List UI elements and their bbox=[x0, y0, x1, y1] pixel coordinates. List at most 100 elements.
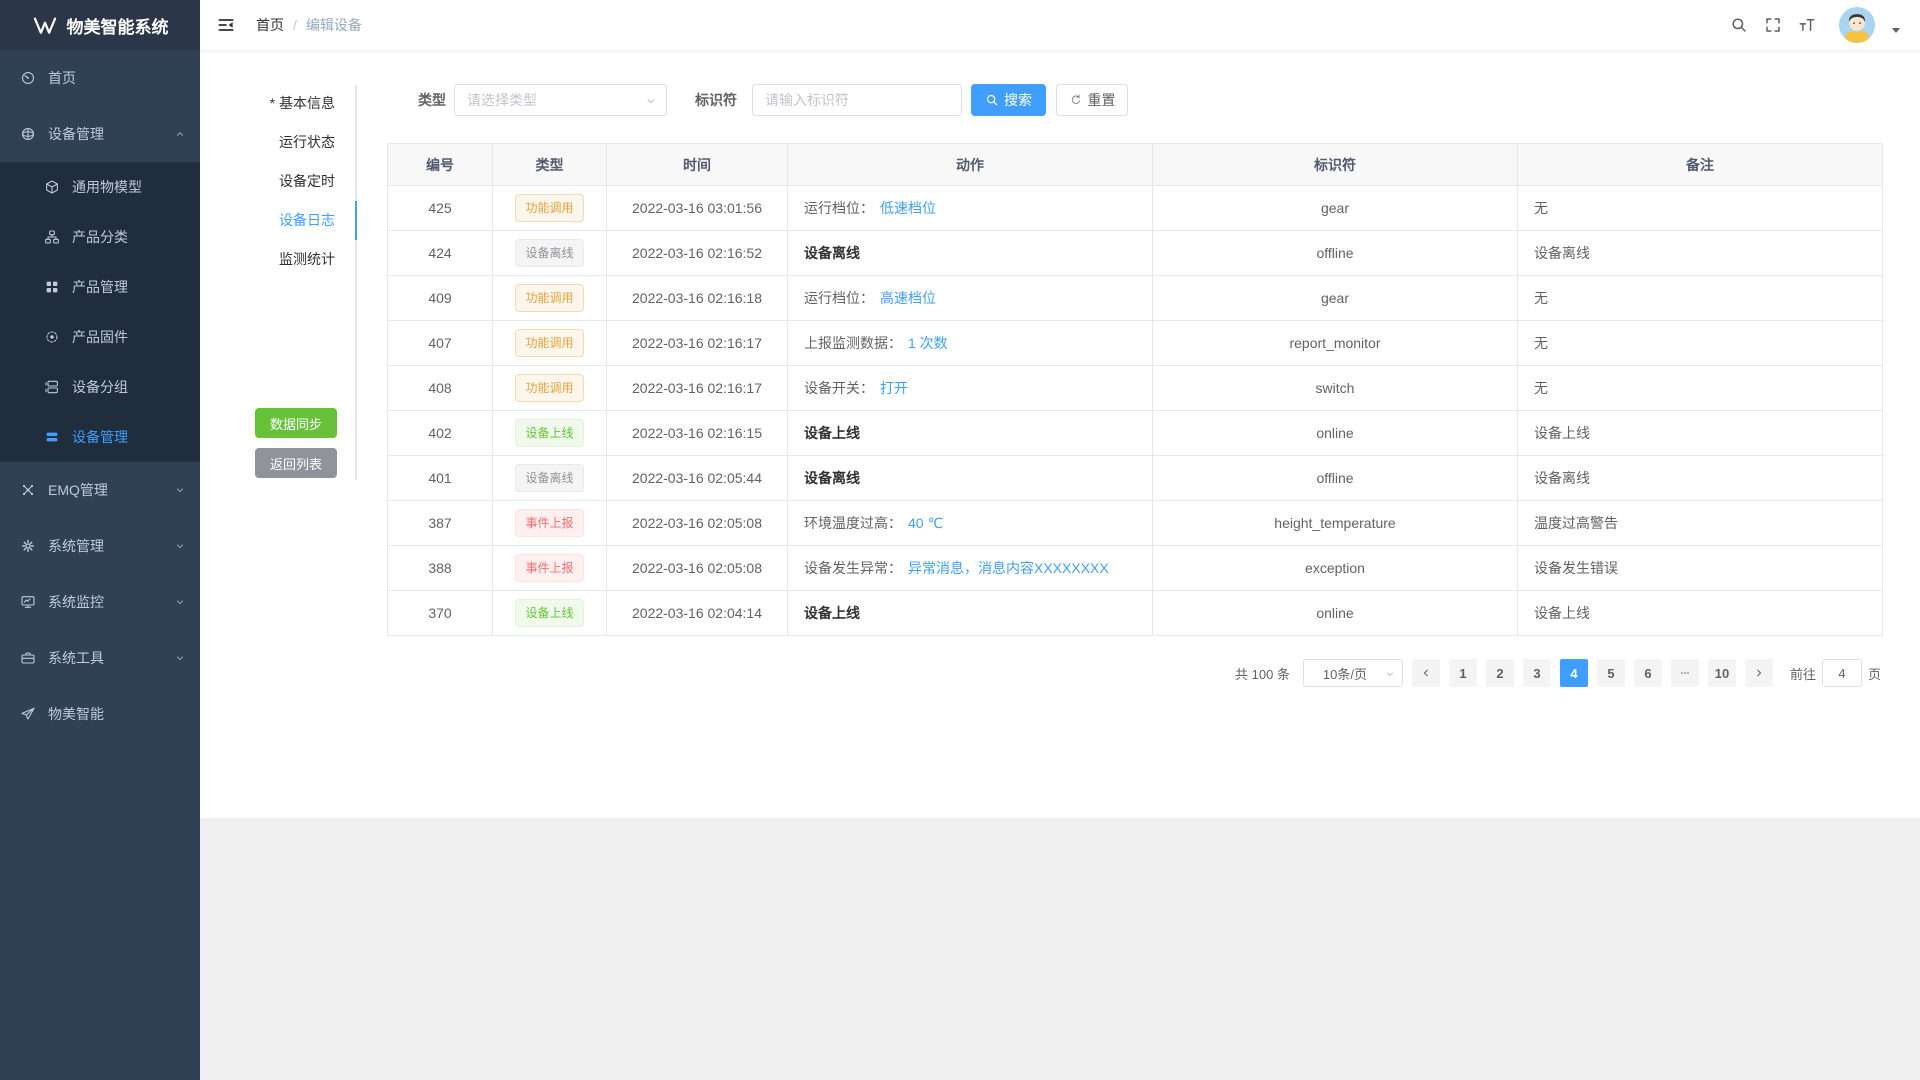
avatar-caret-icon[interactable] bbox=[1892, 27, 1900, 37]
action-link[interactable]: 低速档位 bbox=[880, 200, 936, 216]
sidebar-item-label: 系统工具 bbox=[48, 650, 104, 666]
row-action-cell: 环境温度过高： 40 ℃ bbox=[787, 500, 1153, 546]
row-id-cell: 424 bbox=[387, 230, 493, 276]
chevron-right-icon bbox=[1753, 667, 1765, 679]
row-type-cell: 设备离线 bbox=[492, 230, 607, 276]
breadcrumb-home[interactable]: 首页 bbox=[256, 17, 284, 33]
page-button-5[interactable]: 5 bbox=[1596, 659, 1625, 687]
sidebar-item-label: 首页 bbox=[48, 70, 76, 86]
column-header: 备注 bbox=[1517, 143, 1883, 186]
action-link[interactable]: 高速档位 bbox=[880, 290, 936, 306]
product-icon bbox=[44, 279, 60, 295]
next-page-button[interactable] bbox=[1744, 659, 1773, 687]
avatar[interactable] bbox=[1838, 6, 1876, 44]
type-select-placeholder: 请选择类型 bbox=[467, 92, 537, 108]
breadcrumb-current: 编辑设备 bbox=[305, 17, 362, 33]
reset-button-label: 重置 bbox=[1087, 92, 1116, 108]
search-button[interactable]: 搜索 bbox=[971, 84, 1046, 116]
sidebar-menu: 首页 设备管理 通用物模型 产品分类 产品管理 产品固件 设备分组 设备管理 EMQ管理 系统管理… bbox=[0, 50, 200, 742]
sidebar-item-product-firmware[interactable]: 产品固件 bbox=[0, 312, 200, 362]
tabs-divider bbox=[355, 85, 357, 480]
tools-icon bbox=[20, 650, 36, 666]
sidebar-item-label: 产品固件 bbox=[72, 329, 128, 345]
pager-more-button[interactable] bbox=[1670, 659, 1699, 687]
action-link[interactable]: 异常消息，消息内容XXXXXXXX bbox=[908, 560, 1109, 576]
row-identifier-cell: switch bbox=[1152, 365, 1518, 411]
table-row: 388 事件上报 2022-03-16 02:05:08 设备发生异常： 异常消息，消息… bbox=[387, 545, 1883, 591]
status-tag: 事件上报 bbox=[515, 509, 584, 537]
back-to-list-button[interactable]: 返回列表 bbox=[255, 448, 337, 478]
identifier-input[interactable] bbox=[752, 84, 962, 116]
row-time-cell: 2022-03-16 02:16:52 bbox=[606, 230, 788, 276]
sidebar-item-product-management[interactable]: 产品管理 bbox=[0, 262, 200, 312]
sidebar-item-device-group[interactable]: 设备分组 bbox=[0, 362, 200, 412]
type-select[interactable]: 请选择类型 bbox=[454, 84, 667, 116]
search-icon[interactable] bbox=[1730, 16, 1748, 34]
action-link[interactable]: 40 ℃ bbox=[908, 515, 944, 531]
status-tag: 功能调用 bbox=[515, 374, 584, 402]
sidebar-item-wumei-smart[interactable]: 物美智能 bbox=[0, 686, 200, 742]
sidebar-item-device-management[interactable]: 设备管理 bbox=[0, 106, 200, 162]
status-tag: 事件上报 bbox=[515, 554, 584, 582]
row-type-cell: 功能调用 bbox=[492, 365, 607, 411]
row-id-cell: 370 bbox=[387, 590, 493, 636]
fullscreen-icon[interactable] bbox=[1764, 16, 1782, 34]
sidebar-item-emq-management[interactable]: EMQ管理 bbox=[0, 462, 200, 518]
breadcrumb: 首页 / 编辑设备 bbox=[256, 15, 362, 35]
row-action-cell: 设备上线 bbox=[787, 590, 1153, 636]
page-button-10[interactable]: 10 bbox=[1707, 659, 1736, 687]
monitor-icon bbox=[20, 594, 36, 610]
pager: 1 2 3 4 5 6 10 bbox=[1411, 659, 1773, 687]
chevron-down-icon bbox=[174, 484, 186, 496]
tab-run-status[interactable]: 运行状态 bbox=[279, 134, 335, 150]
device-detail-tabs: * 基本信息运行状态设备定时设备日志监测统计 bbox=[200, 84, 355, 279]
page-button-4[interactable]: 4 bbox=[1559, 659, 1588, 687]
row-type-cell: 事件上报 bbox=[492, 545, 607, 591]
table-row: 402 设备上线 2022-03-16 02:16:15 设备上线 online 设备上线 bbox=[387, 410, 1883, 456]
firmware-icon bbox=[44, 329, 60, 345]
sidebar-item-system-tools[interactable]: 系统工具 bbox=[0, 630, 200, 686]
tab-monitor-stats[interactable]: 监测统计 bbox=[279, 251, 335, 267]
action-link[interactable]: 打开 bbox=[880, 380, 908, 396]
sidebar-item-device-list[interactable]: 设备管理 bbox=[0, 412, 200, 462]
sidebar-item-thing-model[interactable]: 通用物模型 bbox=[0, 162, 200, 212]
sidebar-collapse-button[interactable] bbox=[216, 15, 236, 35]
row-id-cell: 402 bbox=[387, 410, 493, 456]
reset-button[interactable]: 重置 bbox=[1056, 84, 1128, 116]
action-link[interactable]: 1 次数 bbox=[908, 335, 948, 351]
dashboard-icon bbox=[20, 70, 36, 86]
chevron-down-icon bbox=[174, 540, 186, 552]
sidebar-item-label: 系统监控 bbox=[48, 594, 104, 610]
row-action-cell: 设备发生异常： 异常消息，消息内容XXXXXXXX bbox=[787, 545, 1153, 591]
chevron-up-icon bbox=[174, 128, 186, 140]
page-button-3[interactable]: 3 bbox=[1522, 659, 1551, 687]
row-remark-cell: 无 bbox=[1517, 365, 1883, 411]
page-button-6[interactable]: 6 bbox=[1633, 659, 1662, 687]
sidebar-item-system-monitor[interactable]: 系统监控 bbox=[0, 574, 200, 630]
row-identifier-cell: gear bbox=[1152, 275, 1518, 321]
tab-device-log[interactable]: 设备日志 bbox=[279, 212, 335, 228]
sidebar-item-home[interactable]: 首页 bbox=[0, 50, 200, 106]
sidebar-item-label: 设备分组 bbox=[72, 379, 128, 395]
sidebar-item-system-management[interactable]: 系统管理 bbox=[0, 518, 200, 574]
row-remark-cell: 无 bbox=[1517, 320, 1883, 366]
tab-device-timer[interactable]: 设备定时 bbox=[279, 173, 335, 189]
tab-basic-info[interactable]: * 基本信息 bbox=[269, 95, 335, 111]
previous-page-button[interactable] bbox=[1411, 659, 1440, 687]
row-remark-cell: 设备离线 bbox=[1517, 230, 1883, 276]
row-type-cell: 事件上报 bbox=[492, 500, 607, 546]
chevron-down-icon bbox=[644, 94, 658, 108]
row-time-cell: 2022-03-16 02:16:15 bbox=[606, 410, 788, 456]
page-jump-prefix: 前往 bbox=[1789, 666, 1816, 682]
page-button-2[interactable]: 2 bbox=[1485, 659, 1514, 687]
type-filter-label: 类型 bbox=[418, 92, 446, 108]
page-jump-input[interactable] bbox=[1821, 659, 1862, 687]
page-size-select[interactable]: 10条/页 bbox=[1302, 659, 1403, 687]
chevron-down-icon bbox=[174, 652, 186, 664]
data-sync-button[interactable]: 数据同步 bbox=[255, 408, 337, 438]
action-text: 设备上线 bbox=[804, 425, 860, 441]
sidebar-item-product-category[interactable]: 产品分类 bbox=[0, 212, 200, 262]
font-size-icon[interactable] bbox=[1798, 16, 1816, 34]
page-button-1[interactable]: 1 bbox=[1448, 659, 1477, 687]
refresh-icon bbox=[1069, 93, 1083, 107]
